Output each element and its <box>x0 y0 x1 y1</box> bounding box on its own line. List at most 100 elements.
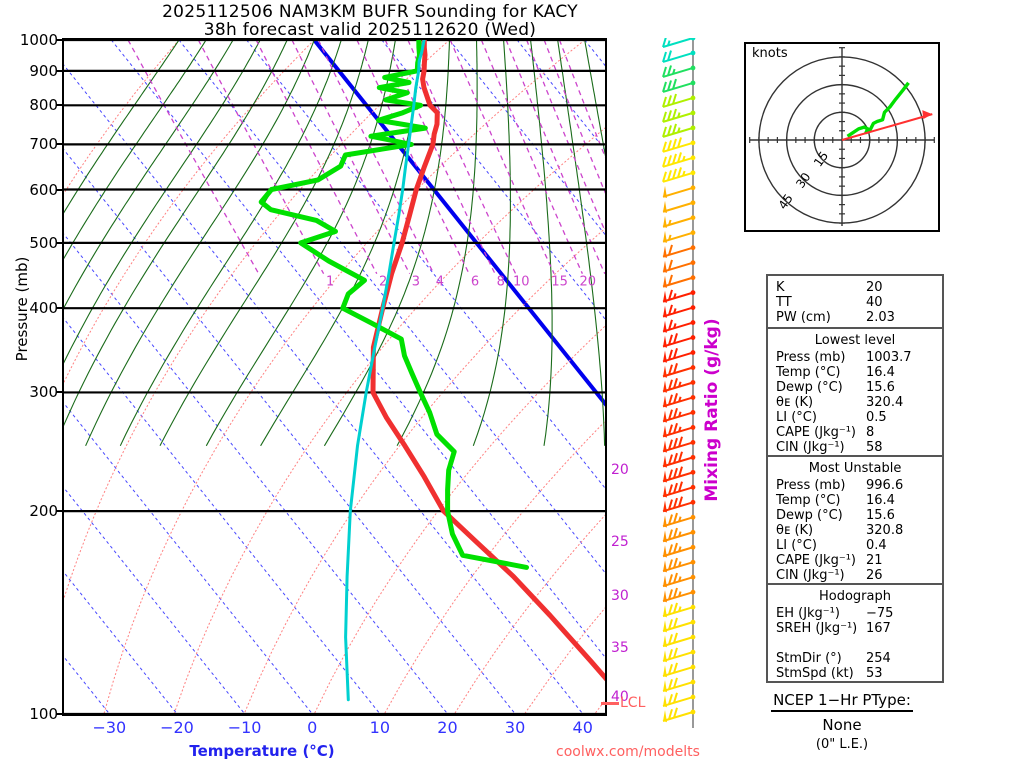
stats-value: 40 <box>866 295 883 310</box>
wind-barb-svg <box>655 38 703 728</box>
pressure-tick-label: 700 <box>29 135 58 153</box>
hodograph-svg: 153045 <box>746 44 938 230</box>
stats-key: Temp (°C) <box>776 365 841 380</box>
stats-table-lowest-level: Lowest levelPress (mb)1003.7Temp (°C)16.… <box>766 327 944 457</box>
stats-value: 167 <box>866 621 891 636</box>
pressure-tick-label: 500 <box>29 234 58 252</box>
svg-text:3: 3 <box>412 275 420 290</box>
stats-value: −75 <box>866 606 893 621</box>
stats-value: 320.4 <box>866 395 903 410</box>
svg-text:20: 20 <box>579 275 596 290</box>
temperature-tick-label: −10 <box>228 718 262 737</box>
stats-row: θᴇ (K) 320.4 <box>768 395 942 410</box>
stats-row: Press (mb) 1003.7 <box>768 350 942 365</box>
stats-key: CIN (Jkg⁻¹) <box>776 440 845 455</box>
stats-row: Dewp (°C)15.6 <box>768 508 942 523</box>
ptype-liquid-equivalent: (0" L.E.) <box>742 737 942 752</box>
stats-row: EH (Jkg⁻¹) −75 <box>768 606 942 621</box>
mixing-ratio-tick-label: 25 <box>611 534 629 550</box>
pressure-tick-label: 400 <box>29 299 58 317</box>
page-title: 2025112506 NAM3KM BUFR Sounding for KACY <box>0 2 740 22</box>
svg-text:30: 30 <box>793 170 813 191</box>
stats-value: 0.5 <box>866 410 887 425</box>
stats-key: EH (Jkg⁻¹) <box>776 606 840 621</box>
temperature-tick-label: 30 <box>505 718 525 737</box>
svg-text:15: 15 <box>811 149 831 170</box>
pressure-tick-label: 900 <box>29 62 58 80</box>
stats-value: 16.4 <box>866 493 895 508</box>
stats-value: 0.4 <box>866 538 887 553</box>
stats-key: K <box>776 280 785 295</box>
stats-value: 320.8 <box>866 523 903 538</box>
skewt-svg: 123468101520 <box>64 40 605 714</box>
stats-row: LI (°C)0.5 <box>768 410 942 425</box>
stats-value: 15.6 <box>866 380 895 395</box>
credit-watermark: coolwx.com/modelts <box>556 744 700 760</box>
pressure-tick-label: 1000 <box>20 31 58 49</box>
stats-key: PW (cm) <box>776 310 831 325</box>
svg-text:15: 15 <box>551 275 568 290</box>
stats-row: StmSpd (kt) 53 <box>768 666 942 681</box>
stats-key: Temp (°C) <box>776 493 841 508</box>
stats-row: CIN (Jkg⁻¹)58 <box>768 440 942 455</box>
stats-value: 20 <box>866 280 883 295</box>
skewt-plot-area: 123468101520 <box>62 38 607 716</box>
pressure-tick-label: 100 <box>29 705 58 723</box>
stats-key: CAPE (Jkg⁻¹) <box>776 553 856 568</box>
pressure-tick-label: 300 <box>29 383 58 401</box>
stats-row: CAPE (Jkg⁻¹) 21 <box>768 553 942 568</box>
ptype-block: NCEP 1−Hr PType: None (0" L.E.) <box>742 690 942 752</box>
stats-key: CIN (Jkg⁻¹) <box>776 568 845 583</box>
pressure-axis-title: Pressure (mb) <box>13 239 31 379</box>
hodograph-units-label: knots <box>752 46 788 61</box>
stats-key: SREH (Jkg⁻¹) <box>776 621 857 636</box>
stats-key: StmSpd (kt) <box>776 666 854 681</box>
pressure-tick-label: 600 <box>29 181 58 199</box>
lcl-marker <box>601 702 619 705</box>
svg-text:8: 8 <box>497 275 505 290</box>
lcl-label: LCL <box>620 695 645 711</box>
stats-key: θᴇ (K) <box>776 395 813 410</box>
svg-text:10: 10 <box>513 275 530 290</box>
stats-value: 21 <box>866 553 883 568</box>
svg-text:4: 4 <box>436 275 444 290</box>
ptype-header: NCEP 1−Hr PType: <box>771 691 913 712</box>
stats-row: SREH (Jkg⁻¹) 167 <box>768 621 942 636</box>
stats-value: 996.6 <box>866 478 903 493</box>
stats-row: Temp (°C) 16.4 <box>768 493 942 508</box>
temperature-axis-title: Temperature (°C) <box>62 742 462 760</box>
stats-key: θᴇ (K) <box>776 523 813 538</box>
temperature-tick-label: 0 <box>307 718 317 737</box>
stats-table-header: Hodograph <box>768 589 942 606</box>
stats-row: PW (cm) 2.03 <box>768 310 942 325</box>
stats-value: 2.03 <box>866 310 895 325</box>
stats-table-header: Most Unstable <box>768 461 942 478</box>
stats-value: 26 <box>866 568 883 583</box>
stats-value: 1003.7 <box>866 350 912 365</box>
stats-row: StmDir (°)254 <box>768 651 942 666</box>
stats-key: Press (mb) <box>776 350 845 365</box>
stats-row: Press (mb)996.6 <box>768 478 942 493</box>
stats-row: Temp (°C)16.4 <box>768 365 942 380</box>
stats-row: CAPE (Jkg⁻¹)8 <box>768 425 942 440</box>
mixing-ratio-tick-label: 20 <box>611 462 629 478</box>
mixing-ratio-tick-label: 35 <box>611 640 629 656</box>
mixing-ratio-tick-label: 30 <box>611 588 629 604</box>
ptype-value: None <box>742 716 942 734</box>
mixing-ratio-axis: 2025303540 <box>607 38 655 728</box>
page-subtitle: 38h forecast valid 2025112620 (Wed) <box>0 20 740 40</box>
stats-value: 53 <box>866 666 883 681</box>
stats-table-hodograph-stats: HodographEH (Jkg⁻¹) −75 SREH (Jkg⁻¹) 167 Stm… <box>766 583 944 683</box>
stats-row: TT 40 <box>768 295 942 310</box>
stats-table-most-unstable: Most UnstablePress (mb)996.6Temp (°C) 16.… <box>766 455 944 585</box>
stats-table-indices: K 20 TT 40 PW (cm) 2.03 <box>766 274 944 329</box>
temperature-tick-label: −30 <box>92 718 126 737</box>
svg-text:1: 1 <box>326 275 334 290</box>
stats-row: LI (°C)0.4 <box>768 538 942 553</box>
stats-key: Dewp (°C) <box>776 380 843 395</box>
stats-key: TT <box>776 295 792 310</box>
stats-row: θᴇ (K) 320.8 <box>768 523 942 538</box>
temperature-tick-label: 10 <box>370 718 390 737</box>
temperature-tick-label: 40 <box>573 718 593 737</box>
temperature-axis: −30−20−10010203040 <box>62 718 607 740</box>
